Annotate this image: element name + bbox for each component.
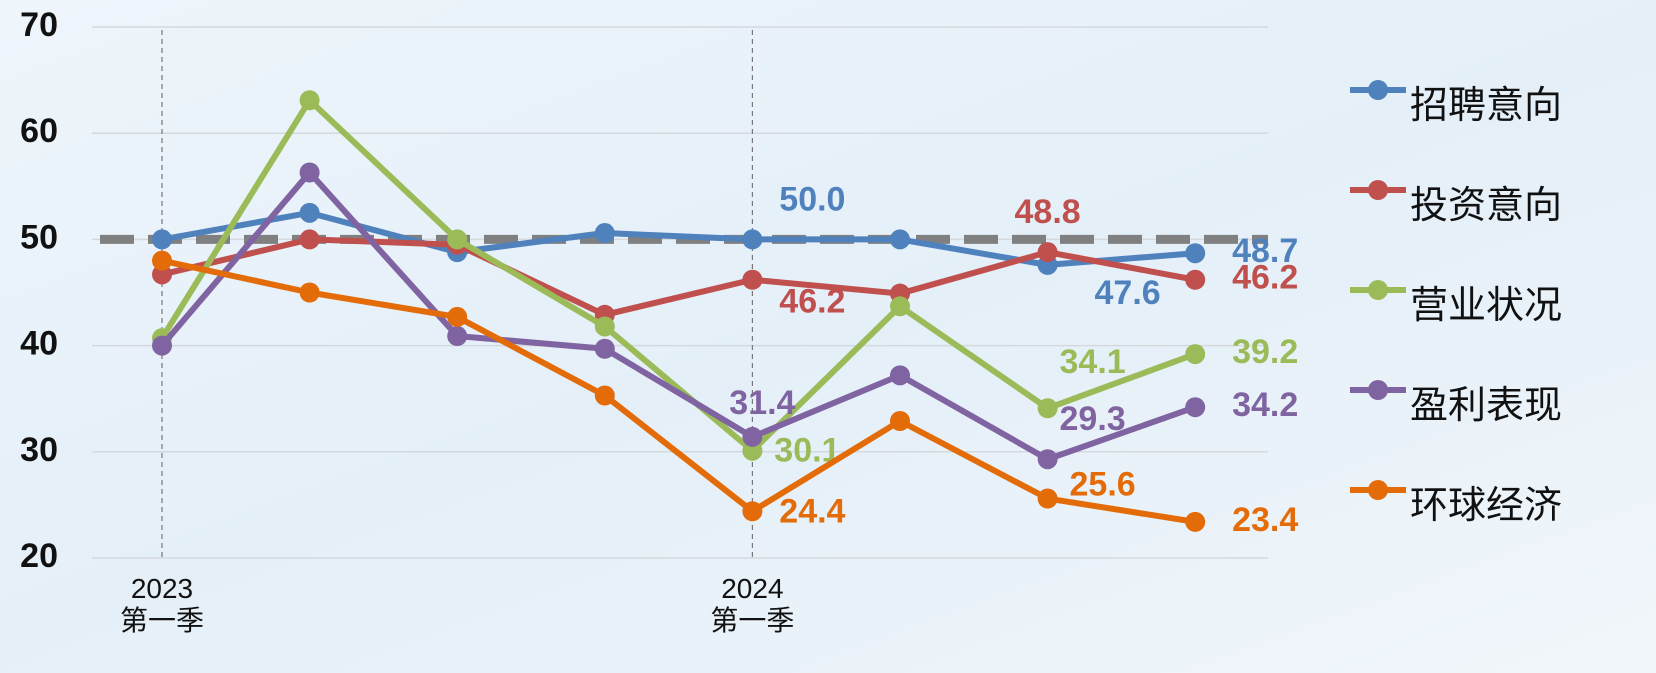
legend-marker xyxy=(1368,180,1388,200)
y-tick-label: 20 xyxy=(20,537,58,575)
legend-label: 营业状况 xyxy=(1410,285,1562,327)
point xyxy=(152,250,172,271)
data-label: 46.2 xyxy=(1232,259,1298,297)
point xyxy=(742,440,763,461)
point xyxy=(299,90,320,111)
point xyxy=(594,316,615,337)
data-label: 48.7 xyxy=(1232,232,1298,270)
data-label: 34.2 xyxy=(1232,386,1298,424)
point xyxy=(447,229,468,250)
data-label: 46.2 xyxy=(779,283,845,321)
y-tick-label: 60 xyxy=(20,112,58,150)
point xyxy=(1185,243,1206,264)
legend-label: 盈利表现 xyxy=(1410,385,1562,427)
series-line xyxy=(159,169,1197,463)
point xyxy=(890,365,910,386)
x-tick-label: 2024 第一季 xyxy=(710,573,795,636)
point xyxy=(742,229,763,250)
legend-marker xyxy=(1368,380,1388,400)
point xyxy=(890,296,910,317)
legend-marker xyxy=(1368,80,1388,100)
point xyxy=(1185,269,1206,290)
point xyxy=(890,229,910,250)
data-label: 48.8 xyxy=(1015,193,1081,231)
legend-marker xyxy=(1368,280,1388,300)
legend-label: 环球经济 xyxy=(1410,485,1562,527)
point xyxy=(594,223,615,244)
x-tick-label: 2023 第一季 xyxy=(119,573,204,636)
point xyxy=(152,229,172,250)
data-label: 34.1 xyxy=(1060,343,1126,381)
point xyxy=(890,411,910,432)
point xyxy=(299,282,320,303)
point xyxy=(1185,344,1206,365)
point xyxy=(742,426,763,447)
point xyxy=(299,162,320,183)
legend-label: 招聘意向 xyxy=(1410,85,1562,127)
point xyxy=(1037,398,1058,419)
point xyxy=(742,501,763,522)
point xyxy=(152,335,172,356)
y-tick-label: 30 xyxy=(20,431,58,469)
point xyxy=(152,264,172,285)
data-label: 25.6 xyxy=(1070,466,1136,504)
data-label: 50.0 xyxy=(779,180,845,218)
y-tick-label: 70 xyxy=(20,6,58,44)
y-tick-label: 50 xyxy=(20,218,58,256)
point xyxy=(1037,449,1058,470)
point xyxy=(447,326,468,347)
point xyxy=(299,202,320,223)
series-line xyxy=(159,97,1197,454)
point xyxy=(742,269,763,290)
point xyxy=(594,338,615,359)
point xyxy=(594,385,615,406)
legend-marker xyxy=(1368,480,1388,500)
data-label: 23.4 xyxy=(1232,501,1298,539)
point xyxy=(299,229,320,250)
data-label: 24.4 xyxy=(779,492,845,530)
data-label: 39.2 xyxy=(1232,333,1298,371)
point xyxy=(1037,242,1058,263)
series-line xyxy=(161,236,1196,318)
data-label: 31.4 xyxy=(729,384,795,422)
legend-label: 投资意向 xyxy=(1410,185,1562,227)
data-label: 47.6 xyxy=(1095,274,1161,312)
point xyxy=(1185,397,1206,418)
point xyxy=(1037,488,1058,509)
series-line xyxy=(161,257,1196,525)
point xyxy=(447,306,468,327)
data-label: 29.3 xyxy=(1060,400,1126,438)
y-tick-label: 40 xyxy=(20,325,58,363)
point xyxy=(1185,511,1206,532)
